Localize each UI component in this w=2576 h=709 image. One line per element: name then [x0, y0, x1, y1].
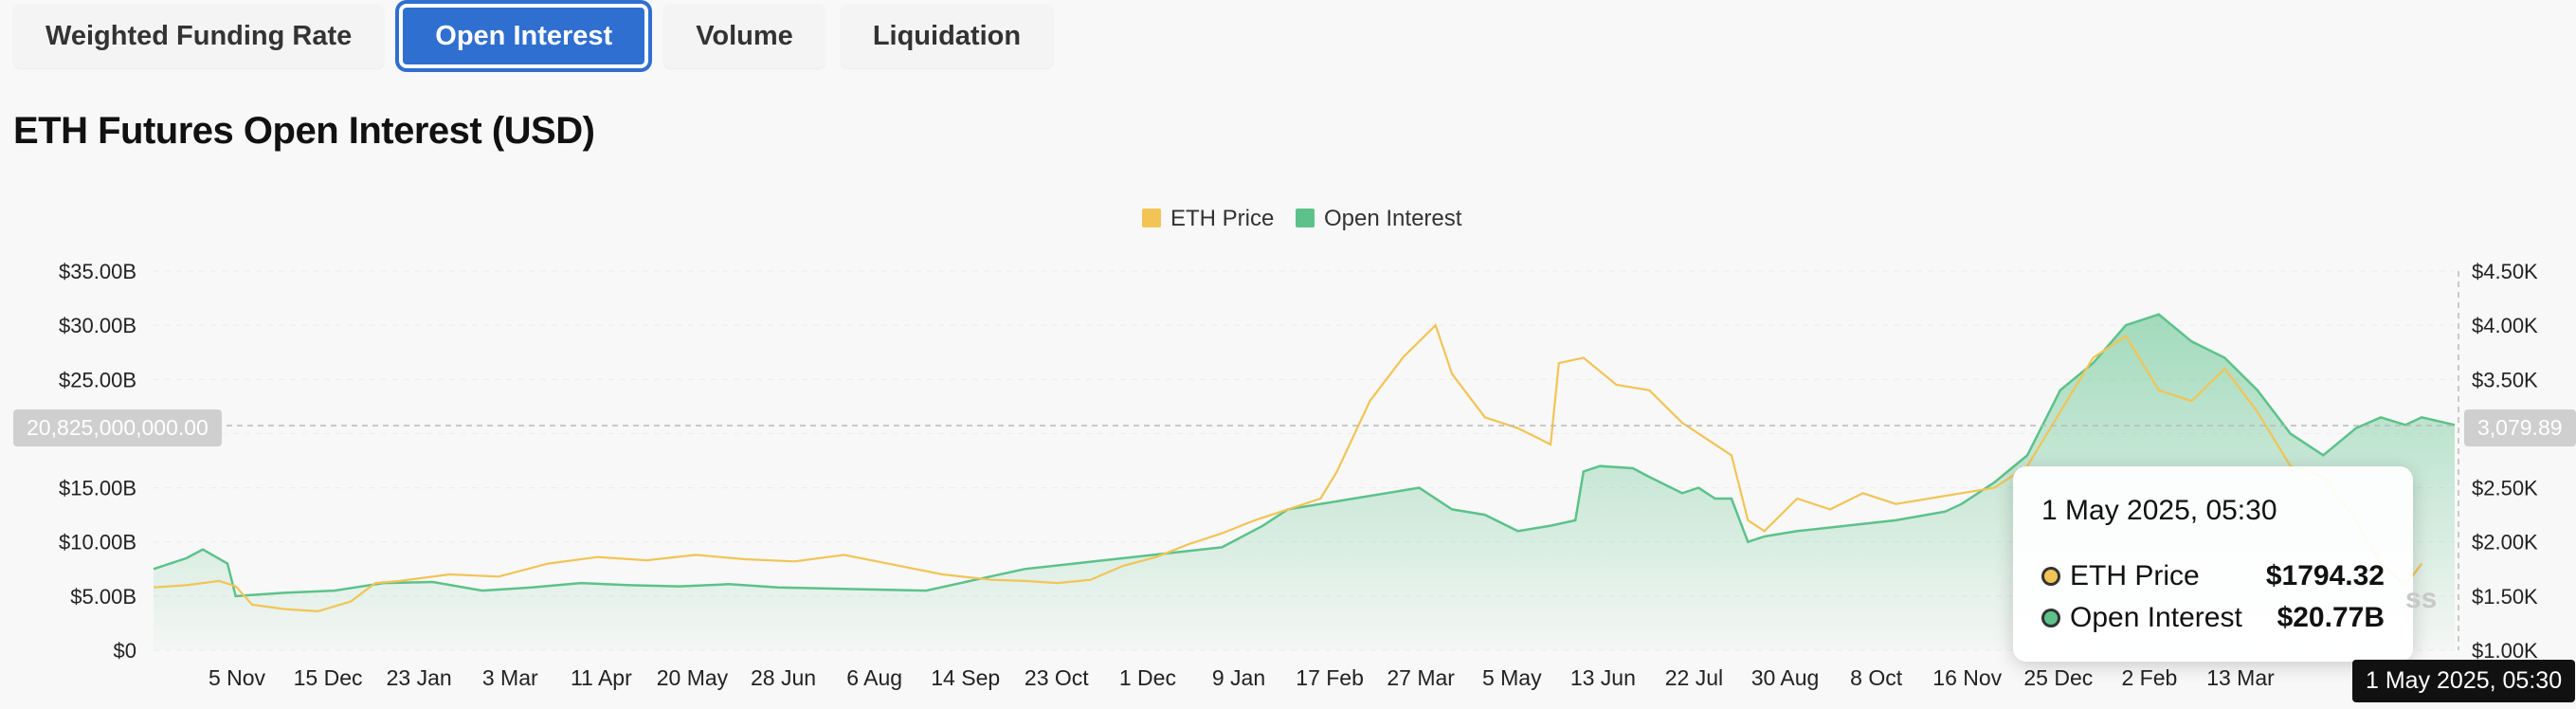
eth-price-line: [153, 323, 2423, 613]
x-tick-label: 15 Dec: [294, 665, 363, 690]
x-tick-label: 2 Feb: [2121, 665, 2177, 690]
x-tick-label: 28 Jun: [751, 665, 816, 690]
x-tick-label: 23 Jan: [387, 665, 452, 690]
y-left-tick-label: $5.00B: [70, 585, 136, 609]
y-right-tick-label: $4.00K: [2472, 314, 2538, 337]
y-right-tick-label: $4.50K: [2472, 260, 2538, 283]
eth-price-dot-icon: [2041, 567, 2060, 586]
y-left-tick-label: $15.00B: [59, 477, 136, 500]
chart-tooltip: 1 May 2025, 05:30 ETH Price $1794.32 Ope…: [2013, 466, 2413, 662]
y-left-tick-label: $35.00B: [59, 260, 136, 283]
x-tick-label: 25 Dec: [2023, 665, 2093, 690]
x-tick-label: 3 Mar: [482, 665, 538, 690]
x-tick-label: 30 Aug: [1751, 665, 1820, 690]
y-right-tick-label: $1.00K: [2472, 639, 2538, 663]
open-interest-area: [154, 314, 2455, 650]
x-tick-label: 17 Feb: [1296, 665, 1364, 690]
tooltip-label: ETH Price: [2070, 560, 2200, 591]
crosshair-right-value: 3,079.89: [2464, 409, 2576, 446]
y-left-tick-label: $0: [114, 639, 136, 663]
y-right-tick-label: $2.00K: [2472, 531, 2538, 554]
crosshair-left-value: 20,825,000,000.00: [13, 409, 222, 446]
x-tick-label: 8 Oct: [1850, 665, 1903, 690]
tab-weighted-funding-rate[interactable]: Weighted Funding Rate: [13, 4, 385, 68]
open-interest-line: [153, 313, 2456, 598]
legend-label: Open Interest: [1324, 206, 1462, 231]
x-tick-label: 22 Jul: [1665, 665, 1723, 690]
x-tick-label: 16 Nov: [1932, 665, 2002, 690]
y-right-tick-label: $1.50K: [2472, 585, 2538, 609]
x-tick-label: 20 May: [657, 665, 729, 690]
x-tick-label: 1 Dec: [1119, 665, 1176, 690]
x-tick-label: 27 Mar: [1387, 665, 1455, 690]
x-tick-label: 11 Apr: [571, 665, 632, 690]
x-tick-label: 5 May: [1482, 665, 1542, 690]
y-left-tick-label: $25.00B: [59, 368, 136, 391]
chart-tabs: Weighted Funding Rate Open Interest Volu…: [13, 4, 1054, 68]
x-tick-label: 5 Nov: [209, 665, 266, 690]
y-left-tick-label: $10.00B: [59, 531, 136, 554]
crosshair-date: 1 May 2025, 05:30: [2352, 660, 2576, 702]
legend-swatch: [1296, 209, 1315, 227]
y-right-tick-label: $3.50K: [2472, 368, 2538, 391]
watermark: ss: [2405, 583, 2438, 614]
legend-label: ETH Price: [1170, 206, 1274, 231]
x-tick-label: 9 Jan: [1212, 665, 1265, 690]
tooltip-row-eth-price: ETH Price $1794.32: [2041, 555, 2385, 597]
page-title: ETH Futures Open Interest (USD): [13, 110, 595, 152]
legend-swatch: [1142, 209, 1161, 227]
x-tick-label: 23 Oct: [1025, 665, 1089, 690]
y-right-tick-label: $2.50K: [2472, 477, 2538, 500]
x-tick-label: 6 Aug: [846, 665, 902, 690]
tooltip-value: $20.77B: [2277, 602, 2385, 633]
tab-open-interest[interactable]: Open Interest: [399, 4, 649, 68]
y-left-tick-label: $30.00B: [59, 314, 136, 337]
tab-volume[interactable]: Volume: [663, 4, 825, 68]
tooltip-row-open-interest: Open Interest $20.77B: [2041, 597, 2385, 639]
tooltip-date: 1 May 2025, 05:30: [2041, 495, 2277, 526]
tab-liquidation[interactable]: Liquidation: [840, 4, 1054, 68]
tooltip-value: $1794.32: [2265, 560, 2385, 591]
open-interest-dot-icon: [2041, 609, 2060, 627]
x-tick-label: 14 Sep: [931, 665, 1000, 690]
tooltip-label: Open Interest: [2070, 602, 2242, 633]
x-tick-label: 13 Mar: [2206, 665, 2275, 690]
x-tick-label: 13 Jun: [1570, 665, 1636, 690]
